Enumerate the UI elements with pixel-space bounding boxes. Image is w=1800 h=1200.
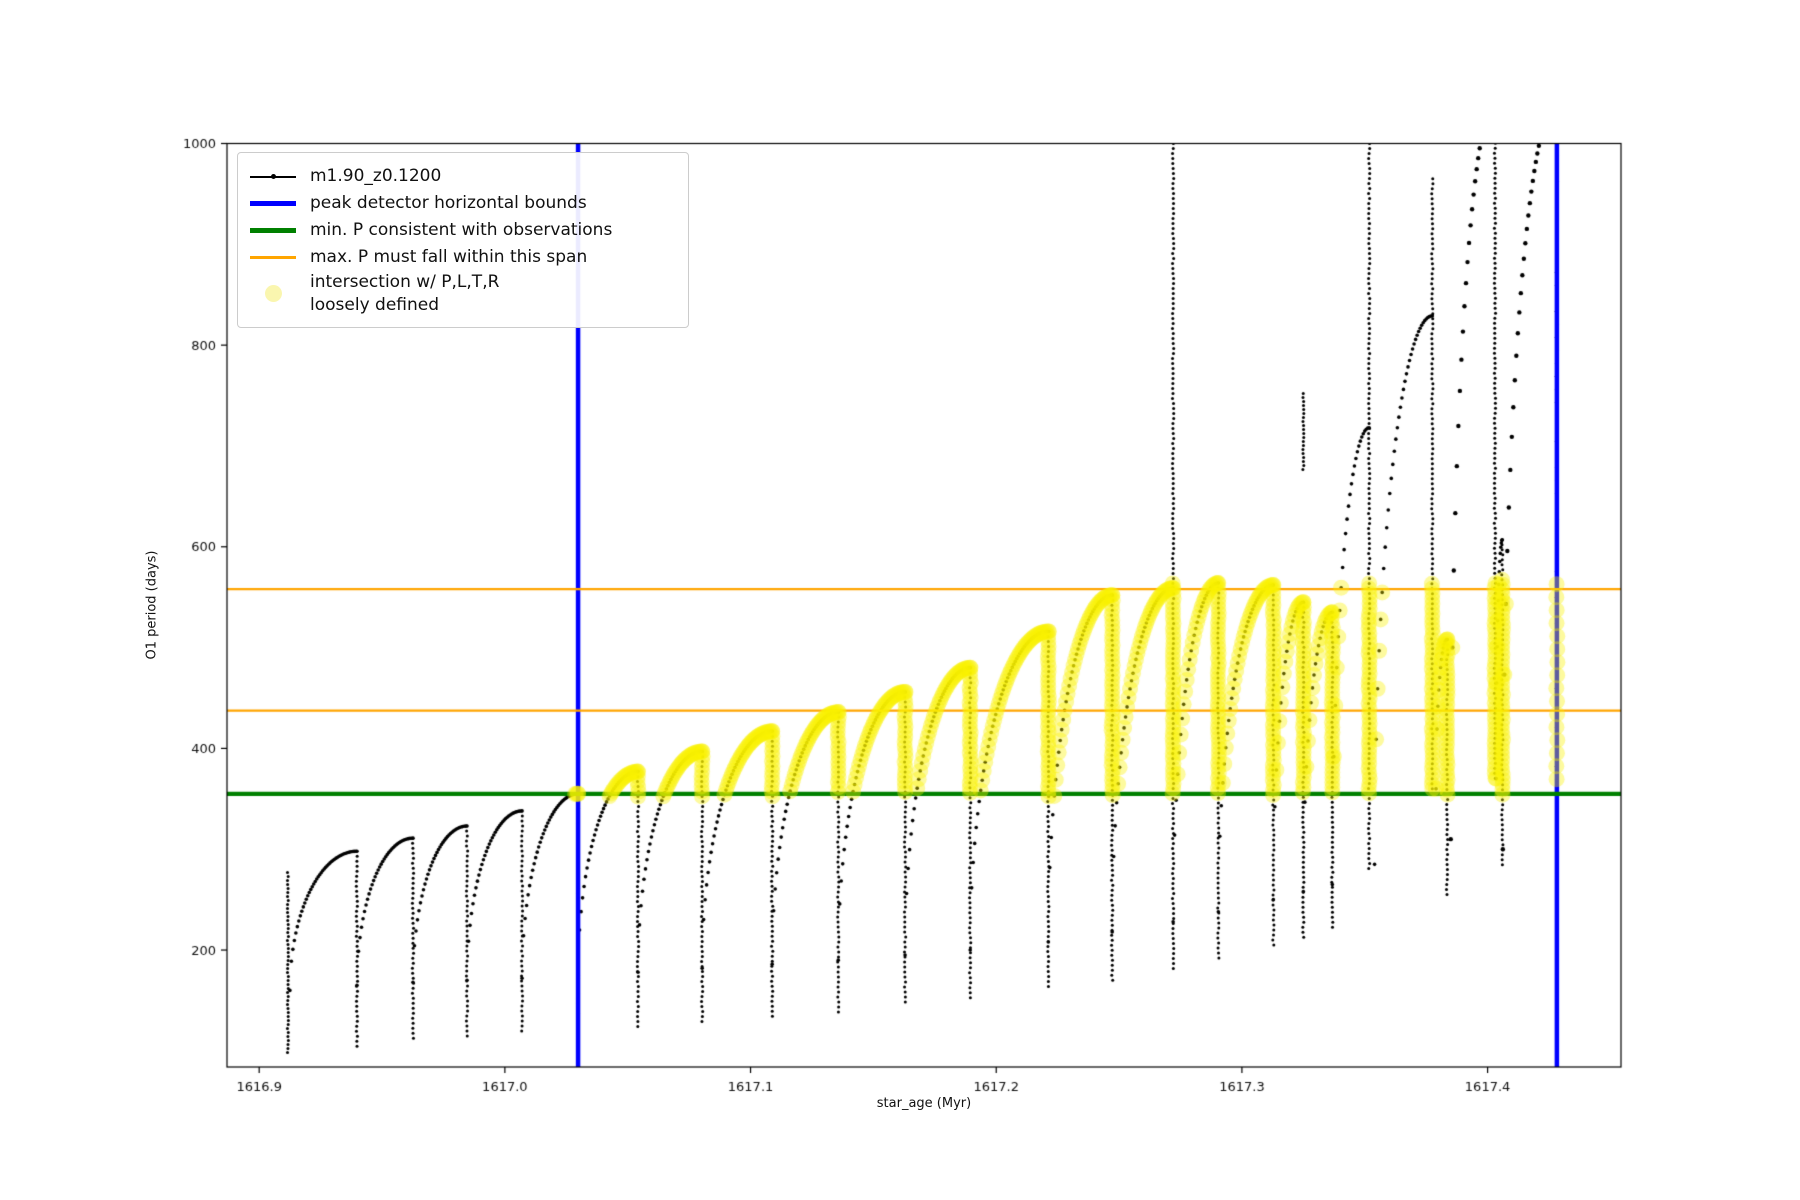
legend: m1.90_z0.1200 peak detector horizontal b… <box>237 152 689 328</box>
blue-line-icon <box>250 201 296 206</box>
legend-entry-track: m1.90_z0.1200 <box>250 163 674 190</box>
legend-label-intersection: intersection w/ P,L,T,R loosely defined <box>310 271 499 317</box>
orange-line-icon <box>250 256 296 259</box>
y-axis-label: O1 period (days) <box>145 550 160 659</box>
yellow-marker-icon <box>250 285 296 302</box>
legend-label-peak-bounds: peak detector horizontal bounds <box>310 192 587 215</box>
legend-entry-intersection: intersection w/ P,L,T,R loosely defined <box>250 271 674 317</box>
green-line-icon <box>250 228 296 233</box>
legend-entry-peak-bounds: peak detector horizontal bounds <box>250 190 674 217</box>
legend-label-min-p: min. P consistent with observations <box>310 219 612 242</box>
legend-entry-min-p: min. P consistent with observations <box>250 217 674 244</box>
legend-label-max-p: max. P must fall within this span <box>310 246 587 269</box>
x-axis-label: star_age (Myr) <box>877 1096 971 1111</box>
legend-label-track: m1.90_z0.1200 <box>310 165 441 188</box>
legend-entry-max-p: max. P must fall within this span <box>250 244 674 271</box>
figure: star_age (Myr) O1 period (days) m1.90_z0… <box>0 0 1800 1200</box>
track-line-icon <box>250 176 296 178</box>
